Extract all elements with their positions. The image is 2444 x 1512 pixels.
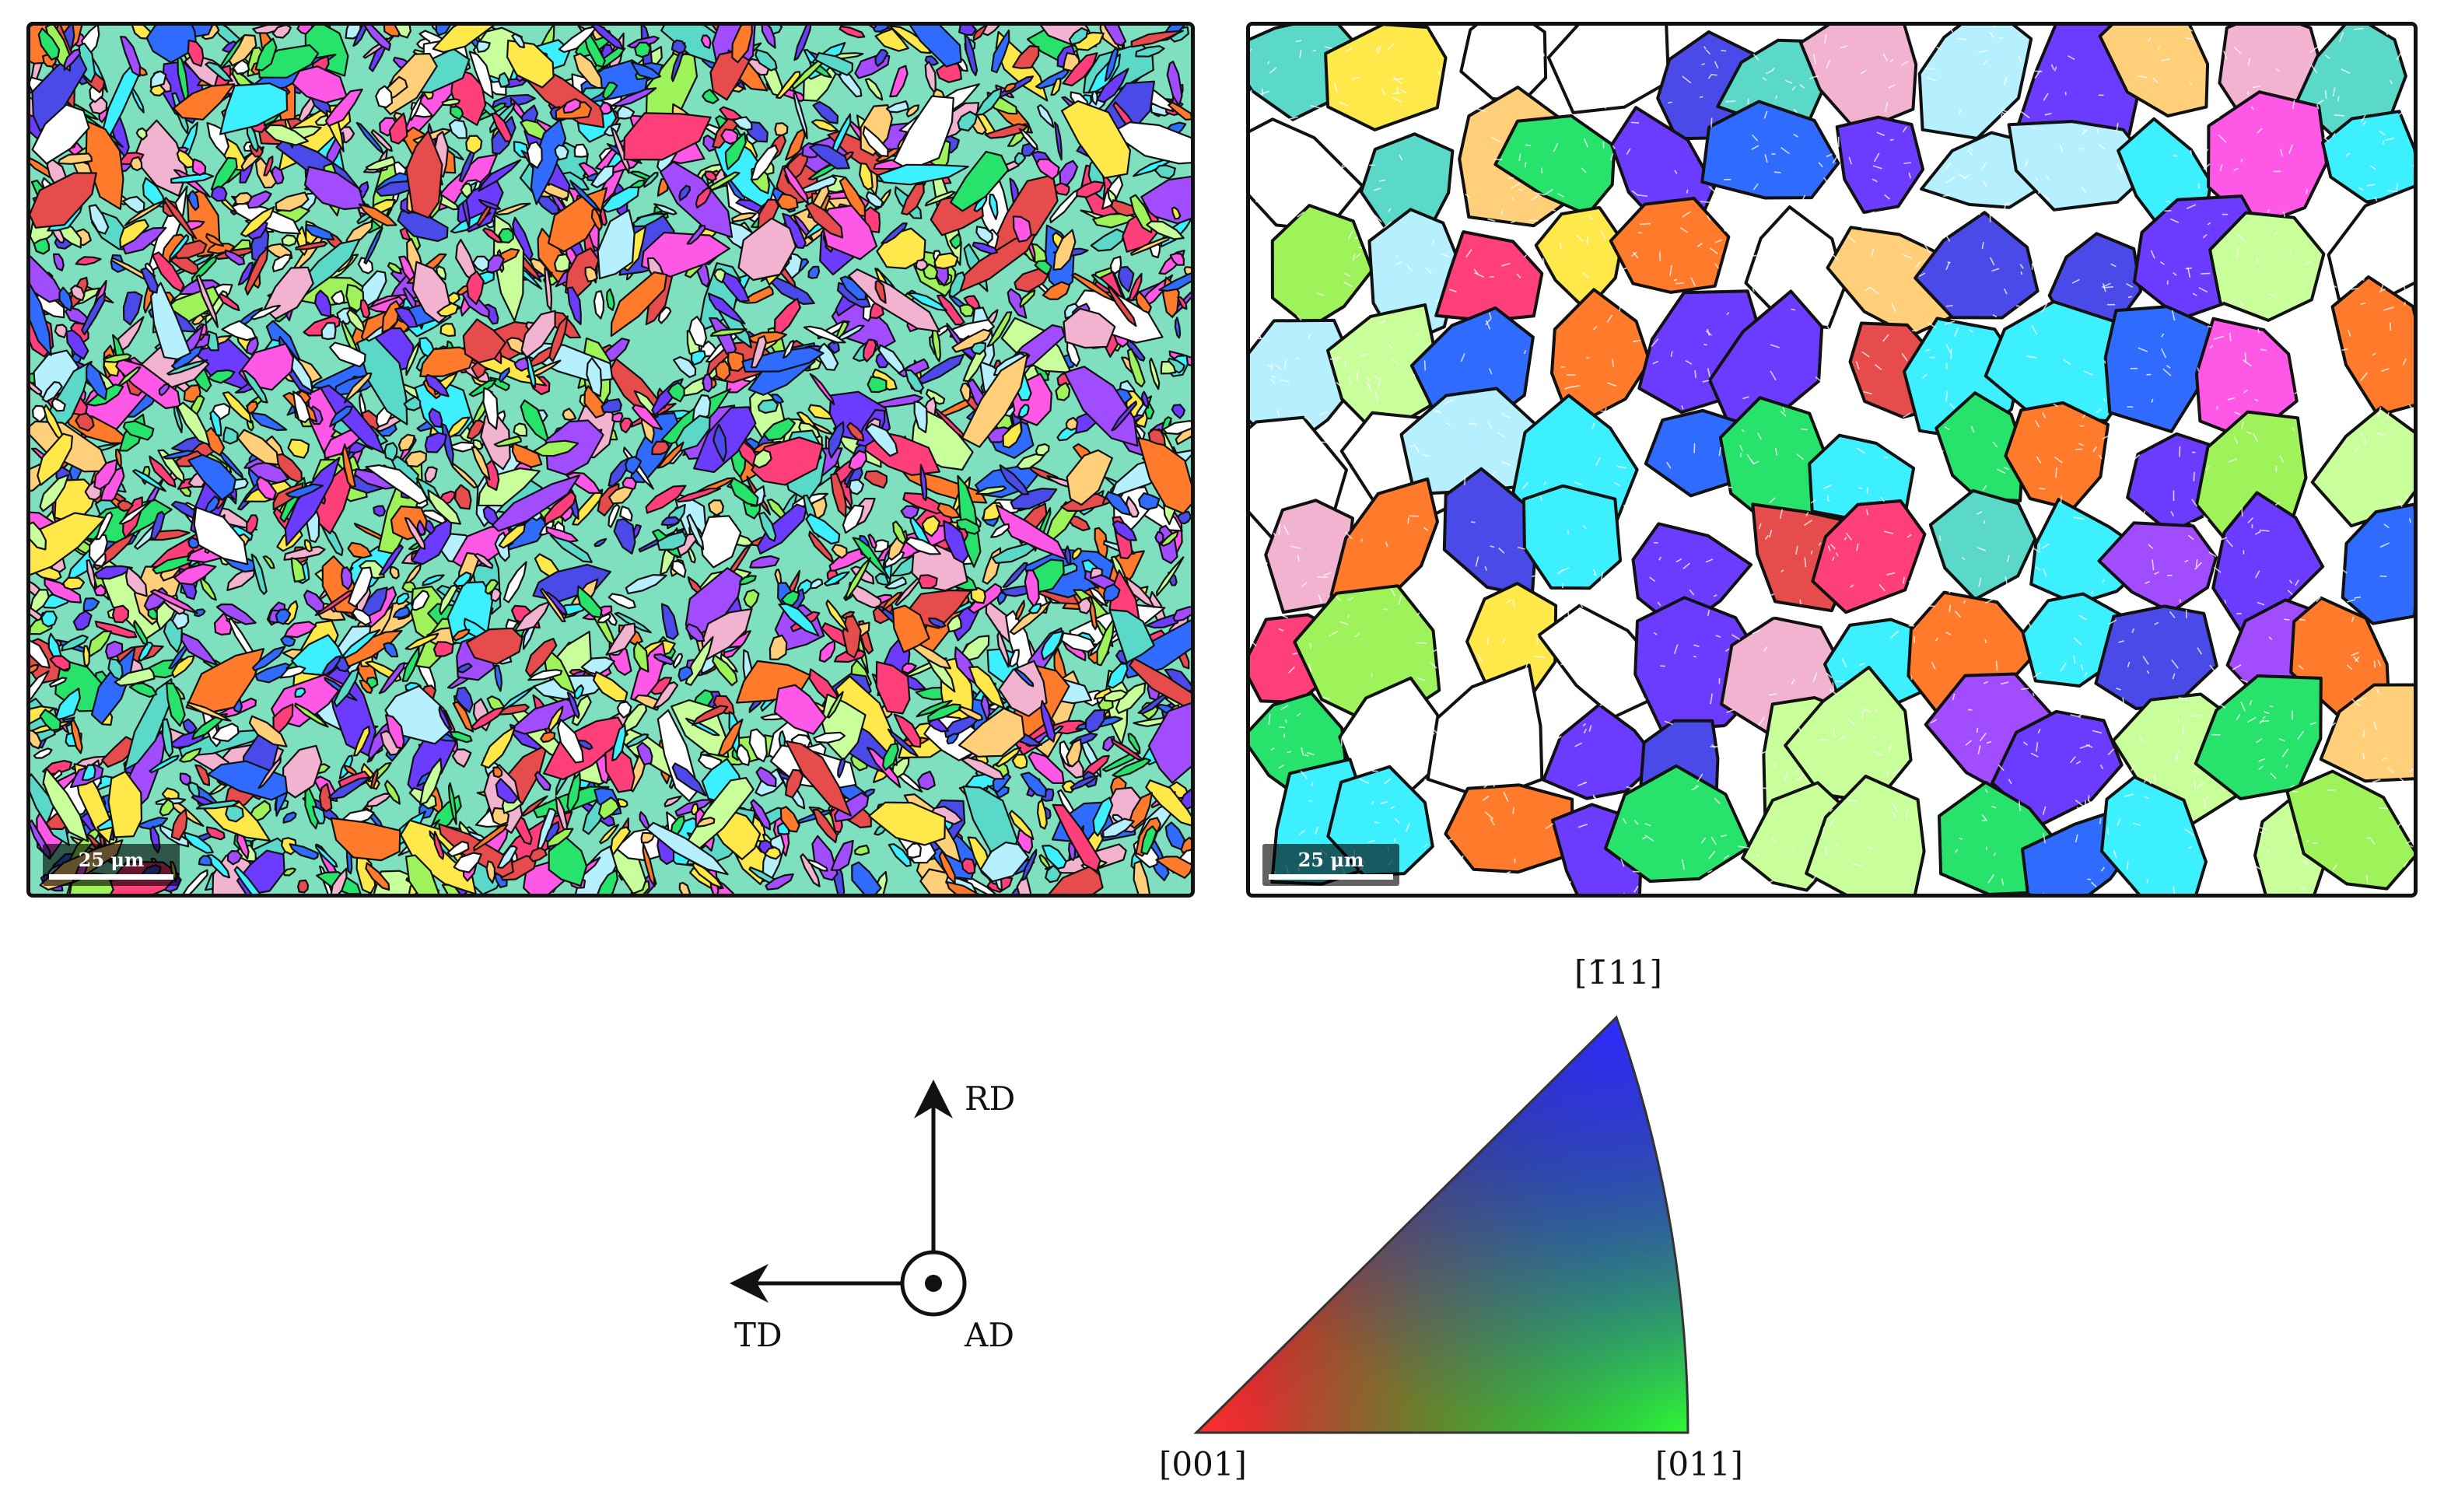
scalebar-left: 25 μm <box>43 844 180 886</box>
ebsd-map-right-image <box>1250 26 2414 894</box>
rd-label: RD <box>965 1080 1016 1118</box>
scalebar-right-label: 25 μm <box>1297 849 1364 871</box>
scalebar-left-label: 25 μm <box>78 849 145 871</box>
ebsd-map-right: 25 μm <box>1246 22 2418 898</box>
td-label: TD <box>734 1316 783 1354</box>
ipf-label-011: [011] <box>1655 1445 1743 1483</box>
ipf-label-001: [001] <box>1159 1445 1247 1483</box>
scalebar-right-line <box>1269 874 1393 880</box>
ipf-color-key <box>1193 1015 1689 1434</box>
ebsd-map-left-image <box>30 26 1191 894</box>
ebsd-map-left: 25 μm <box>26 22 1195 898</box>
scalebar-left-line <box>49 874 173 880</box>
ipf-label-111: [1̄11] <box>1574 954 1662 992</box>
scalebar-right: 25 μm <box>1262 844 1399 886</box>
sample-axes-diagram <box>730 1080 967 1317</box>
ad-label: AD <box>965 1316 1015 1354</box>
